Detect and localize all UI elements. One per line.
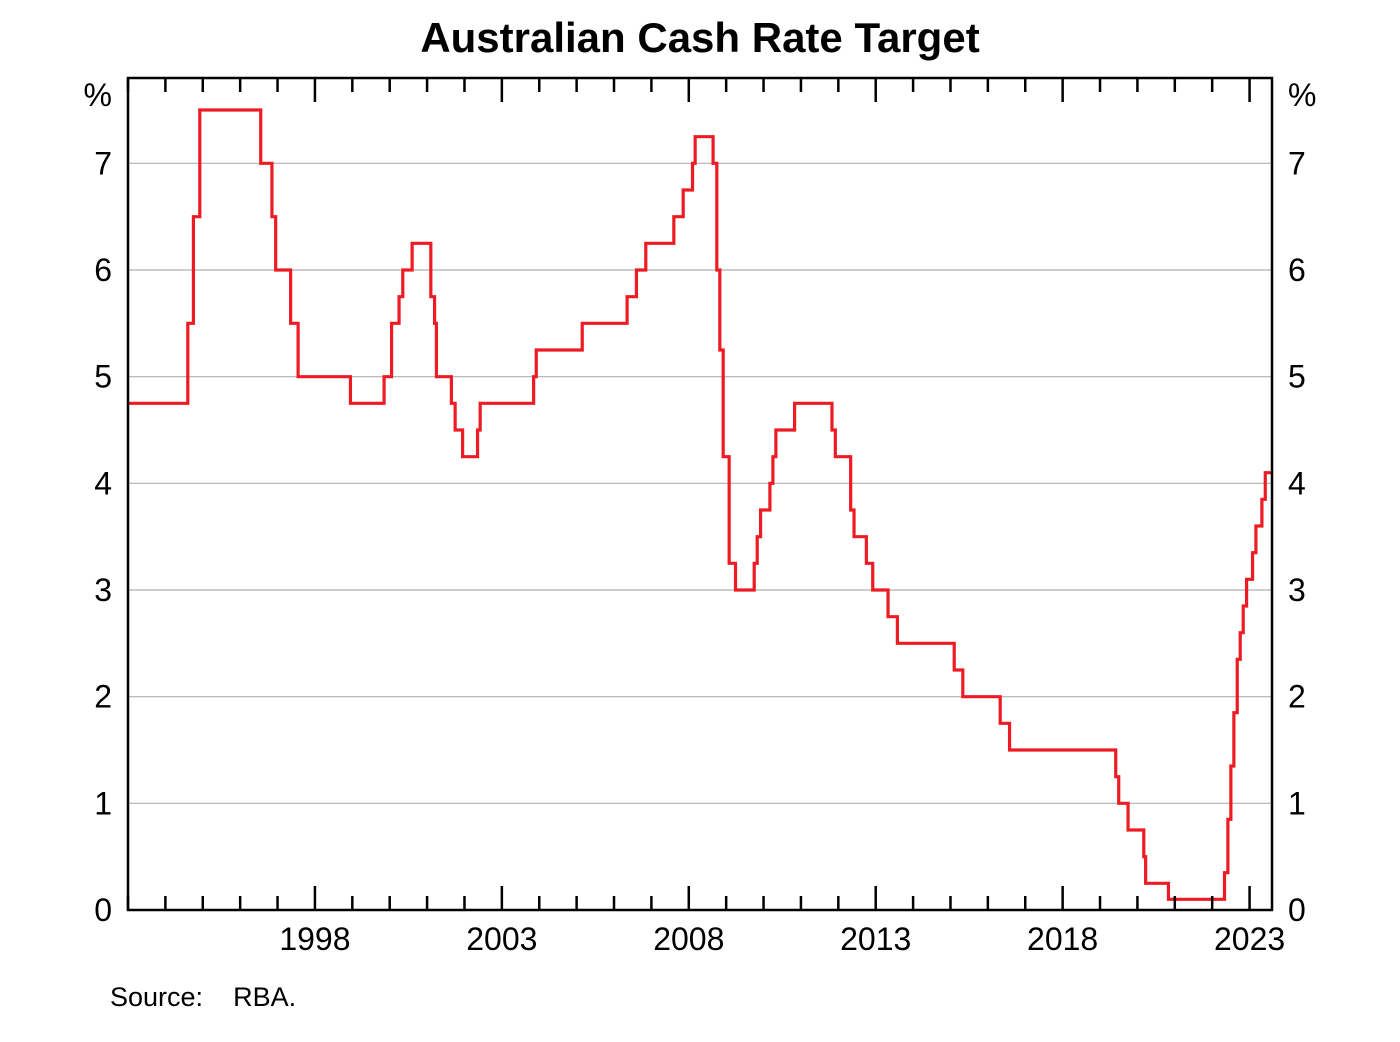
x-tick-label: 1998	[279, 921, 350, 957]
y-tick-label-right: 3	[1288, 572, 1306, 608]
y-tick-label-left: 5	[94, 359, 112, 395]
source-value: RBA.	[233, 982, 296, 1012]
source-line: Source: RBA.	[110, 982, 296, 1013]
y-tick-label-right: 2	[1288, 679, 1306, 715]
chart-title: Australian Cash Rate Target	[0, 14, 1400, 62]
y-unit-right: %	[1288, 77, 1316, 113]
y-tick-label-right: 0	[1288, 892, 1306, 928]
x-tick-label: 2018	[1027, 921, 1098, 957]
x-tick-label: 2008	[653, 921, 724, 957]
y-tick-label-right: 7	[1288, 145, 1306, 181]
cash-rate-chart: 1998200320082013201820230011223344556677…	[0, 0, 1400, 1042]
y-tick-label-left: 2	[94, 679, 112, 715]
y-unit-left: %	[84, 77, 112, 113]
y-tick-label-right: 5	[1288, 359, 1306, 395]
series-cash-rate	[128, 110, 1272, 899]
x-tick-label: 2003	[466, 921, 537, 957]
y-tick-label-right: 1	[1288, 785, 1306, 821]
y-tick-label-left: 3	[94, 572, 112, 608]
y-tick-label-left: 0	[94, 892, 112, 928]
y-tick-label-left: 1	[94, 785, 112, 821]
x-tick-label: 2013	[840, 921, 911, 957]
y-tick-label-left: 4	[94, 465, 112, 501]
source-label: Source:	[110, 982, 203, 1012]
y-tick-label-right: 4	[1288, 465, 1306, 501]
y-tick-label-right: 6	[1288, 252, 1306, 288]
y-tick-label-left: 6	[94, 252, 112, 288]
x-tick-label: 2023	[1214, 921, 1285, 957]
y-tick-label-left: 7	[94, 145, 112, 181]
